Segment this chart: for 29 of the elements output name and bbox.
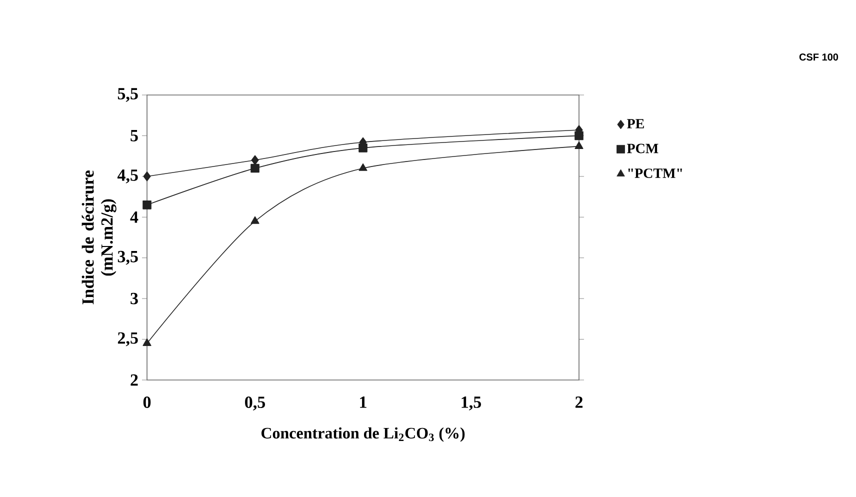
y-tick-label: 5,5	[118, 88, 138, 102]
y-tick-label: 3,5	[118, 250, 138, 265]
point	[574, 141, 584, 149]
legend-label: PCM	[626, 144, 658, 154]
x-tick-label: 0	[143, 396, 151, 408]
legend-label: "PCTM"	[628, 168, 682, 178]
y-tick-label: 4	[130, 212, 138, 223]
point	[358, 163, 368, 171]
x-axis-title: Concentration de Li$_{2}$CO$_{3}$ (%)	[261, 427, 465, 442]
point	[358, 144, 368, 152]
y-tick-label: 4,5	[117, 170, 138, 184]
point	[142, 338, 152, 346]
legend-label: PE	[626, 119, 644, 128]
text: CSF 100	[799, 54, 838, 61]
x-tick-label: 1	[360, 396, 366, 408]
point	[142, 200, 152, 210]
x-tick-label: 1,5	[462, 396, 481, 410]
y-tick-label: 2	[130, 374, 138, 386]
point	[250, 216, 260, 224]
x-tick-label: 2	[575, 396, 583, 408]
point	[143, 172, 151, 182]
y-tick-label: 5	[130, 130, 138, 142]
point	[250, 164, 260, 173]
x-tick-label: 0,5	[245, 396, 266, 410]
point	[251, 155, 259, 166]
y-tick-label: 3	[130, 292, 138, 304]
y-axis-title: Indice de décirure (mN.m2/g)	[82, 170, 116, 304]
point	[574, 131, 584, 140]
y-tick-label: 2,5	[118, 332, 138, 346]
